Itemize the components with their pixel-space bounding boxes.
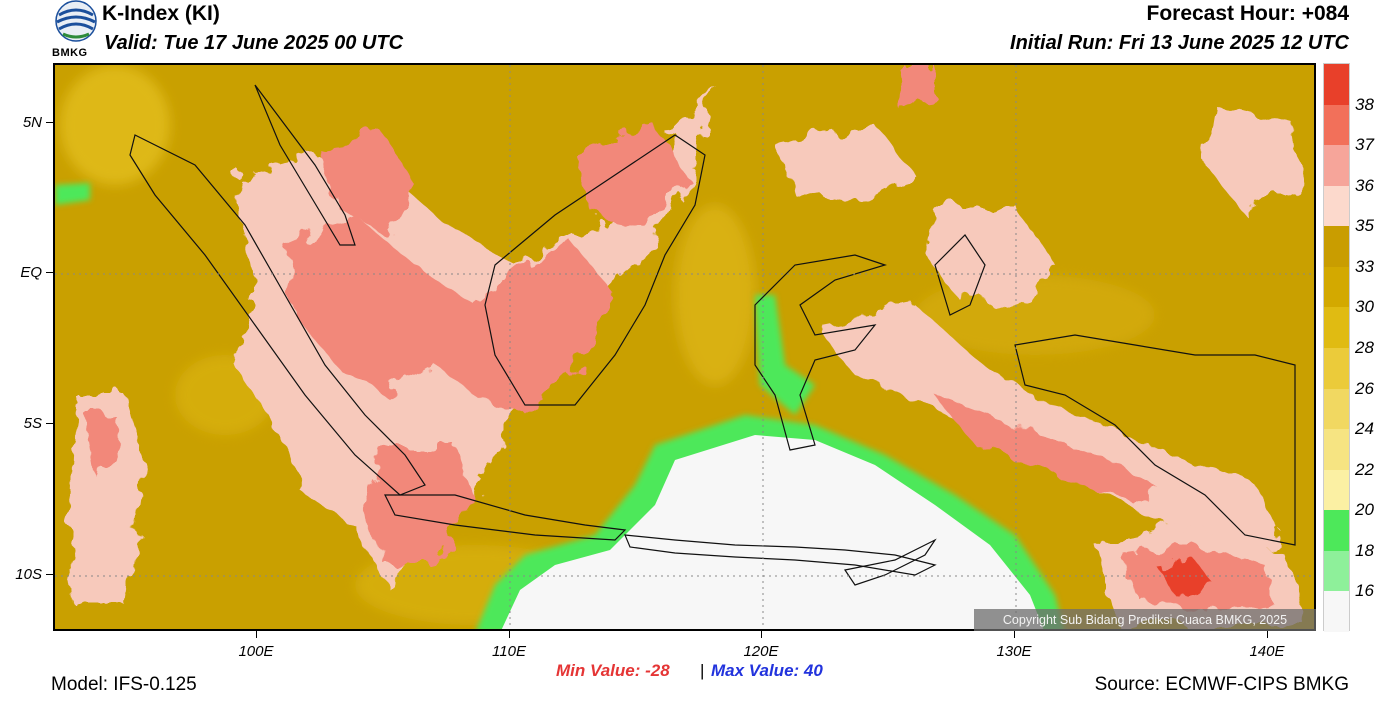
- colorbar-label: 30: [1355, 297, 1374, 317]
- map-title: K-Index (KI): [102, 2, 220, 25]
- lat-tick: [46, 574, 53, 575]
- min-value: Min Value: -28: [556, 661, 670, 680]
- colorbar-segment: [1324, 429, 1349, 471]
- initial-run: Initial Run: Fri 13 June 2025 12 UTC: [1010, 32, 1349, 54]
- colorbar-label: 28: [1355, 338, 1374, 357]
- colorbar-label: 35: [1355, 216, 1374, 236]
- bmkg-logo: [51, 0, 101, 60]
- lon-label-110e: 110E: [492, 643, 526, 660]
- colorbar-label: 33: [1355, 256, 1374, 276]
- lon-tick: [509, 631, 510, 638]
- colorbar-segment: [1324, 510, 1349, 552]
- lat-tick: [46, 272, 53, 273]
- lon-label-120e: 120E: [743, 643, 779, 660]
- lat-label-5n: 5N: [22, 114, 42, 131]
- map-canvas: [55, 65, 1314, 629]
- max-value: Max Value: 40: [711, 661, 823, 680]
- lat-label-5s: 5S: [23, 415, 42, 432]
- logo-text: BMKG: [52, 47, 88, 59]
- lon-tick: [761, 631, 762, 638]
- colorbar-label: 24: [1355, 419, 1374, 439]
- colorbar-segment: [1324, 226, 1349, 268]
- colorbar-segment: [1324, 145, 1349, 187]
- model-label: Model: IFS-0.125: [51, 674, 197, 695]
- colorbar-label: 20: [1355, 500, 1374, 520]
- colorbar-label: 16: [1355, 581, 1374, 601]
- colorbar-label: 26: [1355, 378, 1374, 398]
- valid-time: Valid: Tue 17 June 2025 00 UTC: [104, 32, 404, 54]
- graticule: [55, 65, 1314, 629]
- colorbar-segment: [1324, 348, 1349, 390]
- colorbar-segment: [1324, 307, 1349, 349]
- lon-tick: [1267, 631, 1268, 638]
- lon-label-130e: 130E: [996, 643, 1032, 660]
- colorbar-label: 36: [1355, 175, 1374, 195]
- colorbar-segment: [1324, 591, 1349, 633]
- colorbar-segment: [1324, 550, 1349, 592]
- forecast-hour: Forecast Hour: +084: [1146, 2, 1350, 25]
- colorbar-segment: [1324, 266, 1349, 308]
- forecast-map: [53, 63, 1316, 631]
- colorbar-label: 22: [1355, 459, 1374, 479]
- colorbar-segment: [1324, 104, 1349, 146]
- lat-tick: [46, 122, 53, 123]
- lon-tick: [256, 631, 257, 638]
- colorbar-segment: [1324, 64, 1349, 106]
- colorbar-label: 38: [1355, 94, 1374, 114]
- lon-tick: [1014, 631, 1015, 638]
- colorbar-label: 18: [1355, 540, 1374, 560]
- minmax-separator: |: [700, 661, 705, 680]
- colorbar-segment: [1324, 388, 1349, 430]
- colorbar: [1323, 63, 1350, 633]
- colorbar-segment: [1324, 469, 1349, 511]
- lon-label-140e: 140E: [1249, 643, 1285, 660]
- lat-tick: [46, 423, 53, 424]
- lat-label-10s: 10S: [15, 566, 42, 583]
- copyright-notice: Copyright Sub Bidang Prediksi Cuaca BMKG…: [974, 609, 1316, 631]
- source-label: Source: ECMWF-CIPS BMKG: [1094, 674, 1349, 695]
- coastlines: [129, 84, 1296, 586]
- colorbar-segment: [1324, 185, 1349, 227]
- lat-label-eq: EQ: [20, 264, 42, 281]
- lon-label-100e: 100E: [238, 643, 274, 660]
- colorbar-label: 37: [1355, 135, 1374, 155]
